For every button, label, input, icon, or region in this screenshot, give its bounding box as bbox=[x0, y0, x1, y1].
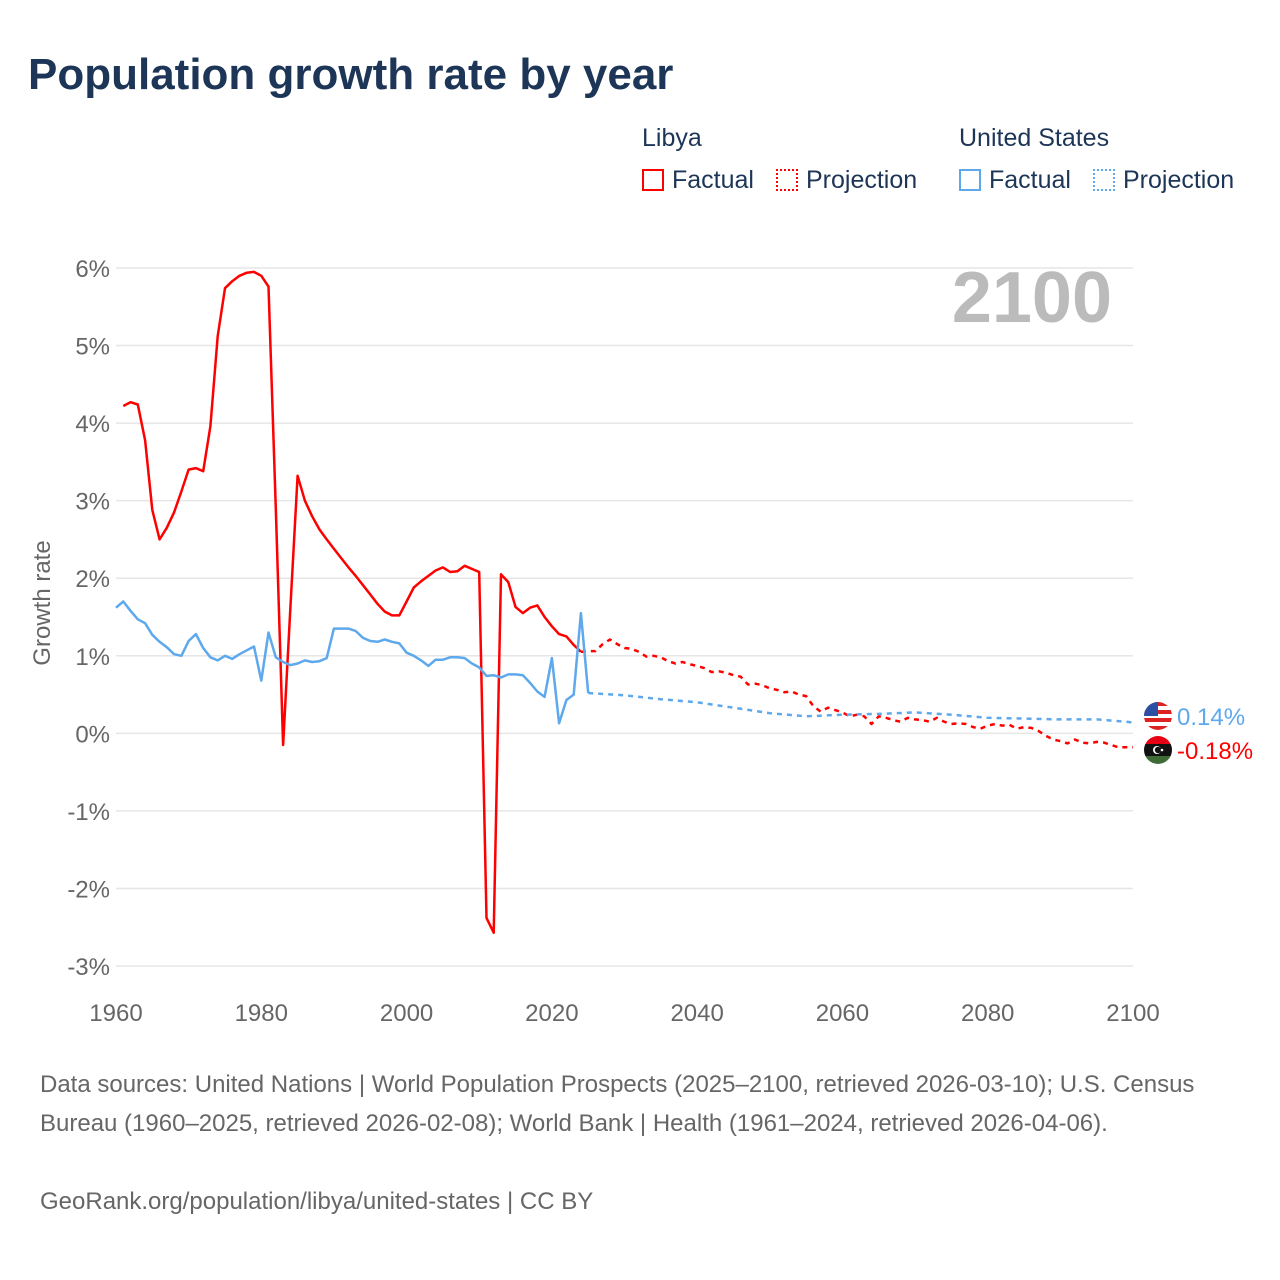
legend-swatch-dotted bbox=[1093, 169, 1115, 191]
x-tick-label: 2080 bbox=[961, 1000, 1014, 1027]
series-line-united-states-factual bbox=[115, 600, 590, 725]
us-flag-icon bbox=[1144, 702, 1172, 730]
libya-flag-icon bbox=[1144, 736, 1172, 764]
legend-us-projection[interactable]: Projection bbox=[1093, 166, 1234, 195]
y-tick-label: 1% bbox=[75, 644, 110, 671]
legend-label: Projection bbox=[1123, 166, 1235, 194]
y-tick-label: 6% bbox=[75, 256, 110, 283]
legend-group-libya: Libya bbox=[642, 124, 702, 152]
end-label-libya: -0.18% bbox=[1177, 738, 1253, 765]
y-tick-label: 5% bbox=[75, 334, 110, 361]
data-sources: Data sources: United Nations | World Pop… bbox=[40, 1071, 1195, 1137]
y-tick-label: 3% bbox=[75, 489, 110, 516]
legend-group-us: United States bbox=[959, 124, 1110, 152]
legend-swatch-solid bbox=[959, 169, 981, 191]
y-axis-label: Growth rate bbox=[29, 540, 56, 665]
x-tick-label: 1980 bbox=[235, 1000, 288, 1027]
y-tick-label: 0% bbox=[75, 721, 110, 748]
y-tick-label: -2% bbox=[67, 876, 110, 903]
legend-libya-projection[interactable]: Projection bbox=[776, 166, 917, 195]
y-tick-label: -1% bbox=[67, 799, 110, 826]
legend-label: Factual bbox=[672, 166, 754, 194]
source-link[interactable]: GeoRank.org/population/libya/united-stat… bbox=[40, 1188, 594, 1215]
x-tick-label: 2000 bbox=[380, 1000, 433, 1027]
legend-label: Projection bbox=[806, 166, 918, 194]
legend-swatch-dotted bbox=[776, 169, 798, 191]
chart-title: Population growth rate by year bbox=[28, 50, 674, 99]
legend-us-factual[interactable]: Factual bbox=[959, 166, 1071, 195]
line-chart: 6% 5% 4% 3% 2% 1% 0% -1% -2% -3% 1960 1980 2000 2020 2… bbox=[29, 256, 1253, 1027]
x-tick-label: 1960 bbox=[89, 1000, 142, 1027]
legend-swatch-solid bbox=[642, 169, 664, 191]
x-tick-label: 2060 bbox=[816, 1000, 869, 1027]
series-line-libya-factual bbox=[122, 270, 582, 934]
x-tick-label: 2040 bbox=[670, 1000, 723, 1027]
year-watermark: 2100 bbox=[952, 258, 1112, 338]
legend-label: Factual bbox=[989, 166, 1071, 194]
x-tick-label: 2100 bbox=[1106, 1000, 1159, 1027]
y-tick-label: 4% bbox=[75, 411, 110, 438]
series-line-united-states-projection bbox=[588, 691, 1134, 724]
y-tick-label: -3% bbox=[67, 954, 110, 981]
end-label-united-states: 0.14% bbox=[1177, 704, 1245, 731]
legend-libya-factual[interactable]: Factual bbox=[642, 166, 754, 195]
y-tick-label: 2% bbox=[75, 566, 110, 593]
x-tick-label: 2020 bbox=[525, 1000, 578, 1027]
